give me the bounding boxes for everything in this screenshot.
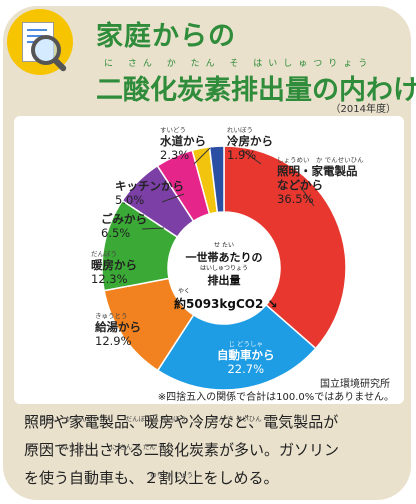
label-kitchen: キッチンから 5.0%: [115, 179, 184, 207]
year-label: （2014年度）: [330, 104, 396, 115]
magnifier-report-icon: [7, 9, 73, 75]
label-car: じ どうしゃ 自動車から 22.7%: [217, 340, 275, 376]
pie-slice-1: [156, 303, 317, 391]
leader-line-2: [161, 193, 185, 203]
center-ruby3: やく: [178, 288, 191, 295]
label-water: すいどう 水道から 2.3%: [160, 126, 206, 162]
label-cooling: れいぼう 冷房から 1.9%: [227, 126, 273, 162]
donut-hole: [169, 213, 279, 323]
center-label: せ たい 一世帯あたりの はいしゅつりょう 排出量 やく 約5093kgCO2 …: [174, 242, 278, 312]
page-title-line2: 二酸化炭素排出量の内わけ: [96, 75, 416, 106]
chart-area: せ たい 一世帯あたりの はいしゅつりょう 排出量 やく 約5093kgCO2 …: [14, 116, 404, 404]
center-line2: 排出量: [207, 274, 241, 287]
leader-line-0: [193, 147, 211, 165]
description-text: しょうめい か でんせいひん だんぼう れいぼう でん き せいひん 照明や家電…: [24, 408, 404, 492]
body-ruby2: げんいん はいしゅつ に さん か たん そ: [26, 443, 165, 451]
label-garbage: ごみから 6.5%: [101, 212, 147, 240]
center-line1: 一世帯あたりの: [185, 251, 263, 264]
leader-line-1: [241, 149, 262, 165]
center-line3: 約5093kgCO2 ↘: [174, 297, 278, 311]
label-heating: だんぼう 暖房から 12.3%: [91, 250, 137, 286]
rounding-note: ※四捨五入の関係で合計は100.0%ではありません。: [157, 392, 394, 403]
pie-slice-0: [223, 145, 347, 350]
body-ruby3: わり い じょう: [150, 471, 194, 479]
arrow-down-right-icon: ↘: [267, 297, 278, 311]
body-line3: を使う自動車も、２割以上をしめる。: [24, 469, 279, 487]
body-line2: 原因で排出される二酸化炭素が多い。ガソリン: [24, 441, 340, 459]
body-ruby1: しょうめい か でんせいひん だんぼう れいぼう でん き せいひん: [26, 415, 262, 423]
center-ruby2: はいしゅつりょう: [199, 265, 248, 272]
leader-line-4: [299, 185, 315, 207]
title-ruby: に さん か たん そ はいしゅつりょう: [104, 59, 374, 69]
leader-line-3: [141, 227, 165, 230]
page-title-line1: 家庭からの: [96, 21, 236, 52]
source-label: 国立環境研究所: [320, 379, 390, 390]
label-hot-water: きゅうとう 給湯から 12.9%: [95, 312, 141, 348]
pie-slice-7: [208, 145, 225, 214]
center-ruby1: せ たい: [214, 242, 234, 249]
body-line1: 照明や家電製品、暖房や冷房など、電気製品が: [24, 413, 339, 431]
label-lighting: しょうめい か でんせいひん 照明・家電製品 などから 36.5%: [277, 156, 364, 206]
donut-chart: [101, 145, 347, 391]
